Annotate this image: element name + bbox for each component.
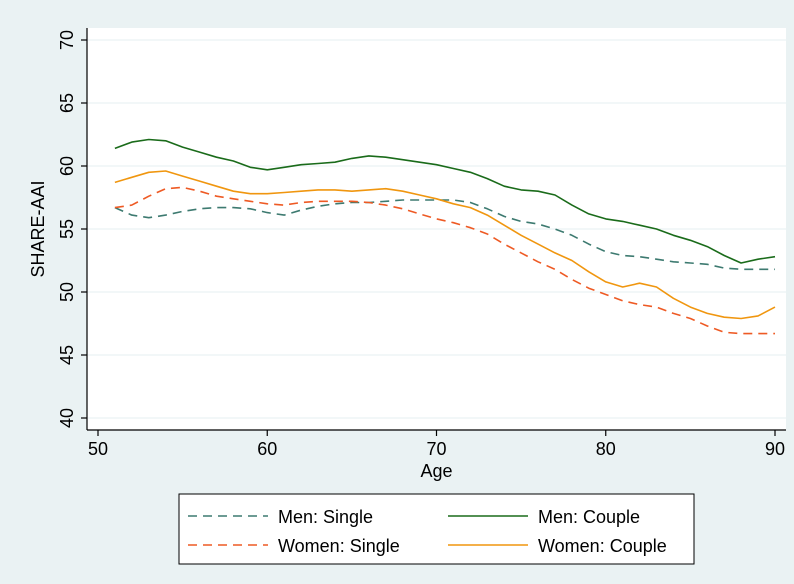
legend-box xyxy=(178,493,695,565)
legend-items: Men: Single Men: Couple Women: Single Women… xyxy=(188,507,667,556)
legend-label-0: Men: Single xyxy=(278,507,373,527)
x-tick-label-70: 70 xyxy=(426,439,446,459)
legend-label-1: Men: Couple xyxy=(538,507,640,527)
legend-label-2: Women: Single xyxy=(278,536,400,556)
series-line-women-couple xyxy=(114,170,776,320)
legend-label-3: Women: Couple xyxy=(538,536,667,556)
series-line-women-single xyxy=(114,186,775,335)
x-tick-label-50: 50 xyxy=(88,439,108,459)
y-tick-label-45: 45 xyxy=(57,345,77,365)
x-tick-label-60: 60 xyxy=(257,439,277,459)
x-tick-label-80: 80 xyxy=(596,439,616,459)
series-line-men-couple xyxy=(114,138,776,264)
y-tick-label-70: 70 xyxy=(57,30,77,50)
legend: Men: Single Men: Couple Women: Single Women… xyxy=(178,493,695,565)
series-lines xyxy=(114,138,776,335)
x-tick-label-90: 90 xyxy=(765,439,785,459)
y-tick-label-40: 40 xyxy=(57,408,77,428)
y-tick-label-60: 60 xyxy=(57,156,77,176)
axes: 40 45 50 55 60 65 70 50 60 70 80 90 xyxy=(57,28,786,459)
grid-lines xyxy=(87,39,786,419)
y-axis-label: SHARE-AAI xyxy=(28,180,48,277)
y-tick-label-50: 50 xyxy=(57,282,77,302)
y-tick-label-55: 55 xyxy=(57,219,77,239)
y-tick-label-65: 65 xyxy=(57,93,77,113)
series-line-men-single xyxy=(114,199,775,271)
x-axis-label: Age xyxy=(420,461,452,481)
